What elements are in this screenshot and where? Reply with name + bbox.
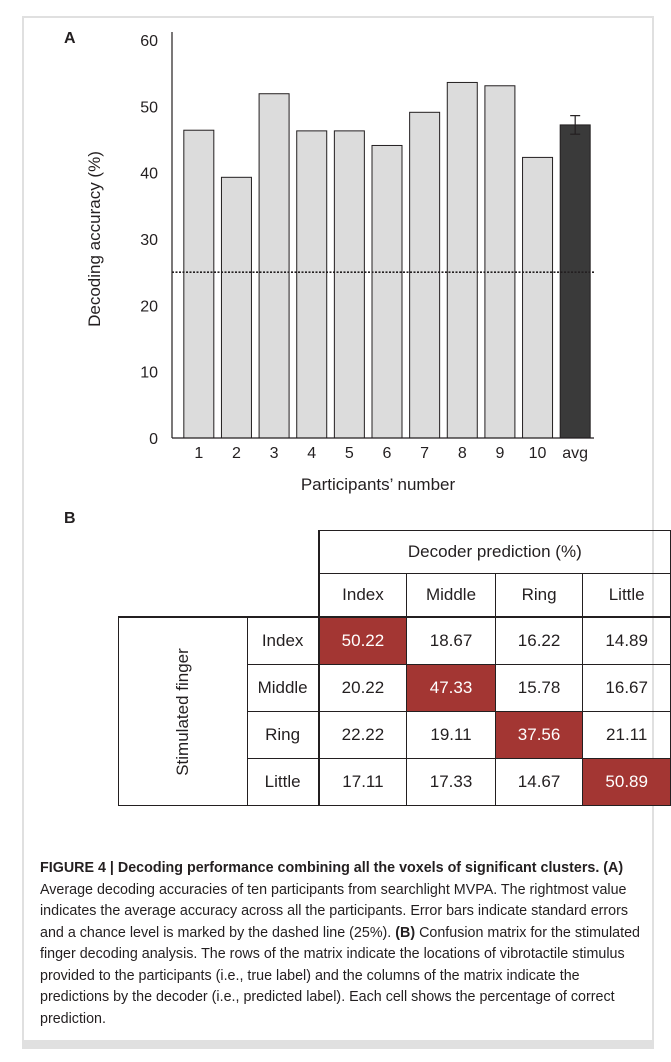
- bar: [522, 156, 554, 439]
- row-header: Middle: [246, 664, 320, 712]
- matrix-cell: 18.67: [406, 616, 496, 665]
- matrix-cell-diagonal: 37.56: [494, 711, 584, 759]
- matrix-cell-diagonal: 50.22: [318, 616, 408, 665]
- caption-b-marker: (B): [395, 924, 416, 941]
- matrix-cell: 17.33: [406, 758, 496, 806]
- bar: [258, 93, 290, 439]
- column-group-label: Decoder prediction (%): [318, 530, 671, 574]
- x-tick-label: 3: [270, 445, 279, 462]
- figure-footer-bar: [22, 1040, 654, 1049]
- row-header: Little: [246, 758, 320, 806]
- y-tick-label: 60: [140, 33, 158, 50]
- y-tick-label: 0: [149, 431, 158, 448]
- caption-a-text: Average decoding accuracies of ten parti…: [40, 881, 629, 941]
- caption-title: FIGURE 4 | Decoding performance combinin…: [40, 860, 600, 876]
- y-axis-label: Decoding accuracy (%): [85, 151, 104, 327]
- bar: [446, 81, 478, 439]
- row-header: Ring: [246, 711, 320, 759]
- x-tick-label: 4: [307, 445, 316, 462]
- matrix-cell: 21.11: [582, 711, 671, 759]
- bar: [371, 144, 403, 439]
- x-tick-label: 5: [345, 445, 354, 462]
- bar: [333, 130, 365, 439]
- caption-b-text: Confusion matrix for the stimulated fing…: [40, 924, 640, 1027]
- matrix-cell: 16.67: [582, 664, 671, 712]
- y-tick-label: 40: [140, 166, 158, 183]
- y-tick-label: 10: [140, 365, 158, 382]
- x-axis-label: Participants’ number: [301, 475, 456, 494]
- x-tick-label: 10: [529, 445, 547, 462]
- x-tick-label: avg: [562, 445, 588, 462]
- y-tick-label: 30: [140, 232, 158, 249]
- row-group-label-cell: Stimulated finger: [118, 616, 248, 806]
- x-tick-label: 6: [383, 445, 392, 462]
- panel-a-label: A: [64, 30, 76, 47]
- y-tick-label: 50: [140, 99, 158, 116]
- column-header: Middle: [406, 573, 496, 618]
- panel-b-label: B: [64, 510, 76, 527]
- matrix-cell: 20.22: [318, 664, 408, 712]
- column-header: Index: [318, 573, 408, 618]
- x-tick-label: 8: [458, 445, 467, 462]
- figure-caption: FIGURE 4 | Decoding performance combinin…: [40, 858, 640, 1030]
- y-tick-label: 20: [140, 298, 158, 315]
- matrix-cell: 17.11: [318, 758, 408, 806]
- x-tick-label: 7: [420, 445, 429, 462]
- avg-bar: [559, 124, 591, 439]
- matrix-cell: 22.22: [318, 711, 408, 759]
- bar: [296, 130, 328, 439]
- bar: [220, 176, 252, 439]
- bar: [183, 129, 215, 439]
- row-header: Index: [246, 616, 320, 665]
- caption-a-marker: (A): [603, 860, 624, 876]
- matrix-cell: 15.78: [494, 664, 584, 712]
- x-tick-label: 1: [194, 445, 203, 462]
- matrix-cell: 14.89: [582, 616, 671, 665]
- bar: [409, 111, 441, 439]
- matrix-cell: 19.11: [406, 711, 496, 759]
- bar: [484, 85, 516, 439]
- x-tick-label: 9: [495, 445, 504, 462]
- matrix-cell: 16.22: [494, 616, 584, 665]
- column-header: Little: [582, 573, 671, 618]
- confusion-matrix: Decoder prediction (%) Index Middle Ring…: [118, 530, 671, 806]
- matrix-cell-diagonal: 47.33: [406, 664, 496, 712]
- matrix-cell-diagonal: 50.89: [582, 758, 671, 806]
- matrix-cell: 14.67: [494, 758, 584, 806]
- row-group-label: Stimulated finger: [172, 647, 192, 776]
- matrix-corner: [118, 530, 320, 618]
- bar-chart: 1 2 3 4 5 6 7 8 9 10 avg 0 10 20 30 40 50 60 Decoding accu…: [85, 32, 594, 494]
- x-tick-label: 2: [232, 445, 241, 462]
- column-header: Ring: [494, 573, 584, 618]
